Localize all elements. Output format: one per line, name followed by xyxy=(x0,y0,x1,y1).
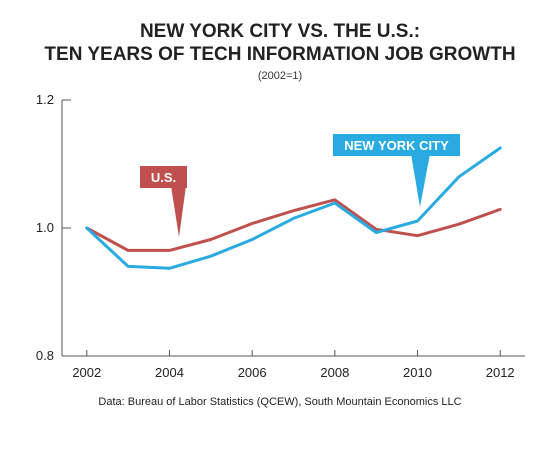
x-tick-label: 2012 xyxy=(486,365,515,380)
x-tick-label: 2010 xyxy=(403,365,432,380)
legend-nyc-box xyxy=(333,134,460,156)
legend-nyc-callout: NEW YORK CITY xyxy=(333,134,460,207)
chart-subtitle: (2002=1) xyxy=(258,70,302,82)
legend-us-box xyxy=(140,166,187,188)
legend-nyc-pointer xyxy=(411,154,430,207)
source-note: Data: Bureau of Labor Statistics (QCEW),… xyxy=(98,396,461,408)
series-line-nyc xyxy=(85,146,502,270)
y-tick-label: 1.0 xyxy=(36,220,54,235)
chart-title-line1: NEW YORK CITY VS. THE U.S.: xyxy=(140,21,420,42)
y-tick-label: 1.2 xyxy=(36,92,54,107)
x-tick-label: 2002 xyxy=(72,365,101,380)
series-line-us xyxy=(85,198,502,252)
x-tick-label: 2004 xyxy=(155,365,184,380)
legend-us-callout: U.S. xyxy=(140,166,187,237)
chart-title-line2: TEN YEARS OF TECH INFORMATION JOB GROWTH xyxy=(44,44,515,65)
y-tick-label: 0.8 xyxy=(36,348,54,363)
x-tick-label: 2006 xyxy=(238,365,267,380)
x-ticks: 2002 2004 2006 2008 2010 2012 xyxy=(72,350,515,380)
y-ticks: 0.8 1.0 1.2 xyxy=(36,92,71,363)
x-tick-label: 2008 xyxy=(320,365,349,380)
series-lines xyxy=(85,146,502,270)
legend-us-pointer xyxy=(171,186,186,237)
legend-us-label: U.S. xyxy=(151,170,176,185)
legend-nyc-label: NEW YORK CITY xyxy=(344,138,449,153)
